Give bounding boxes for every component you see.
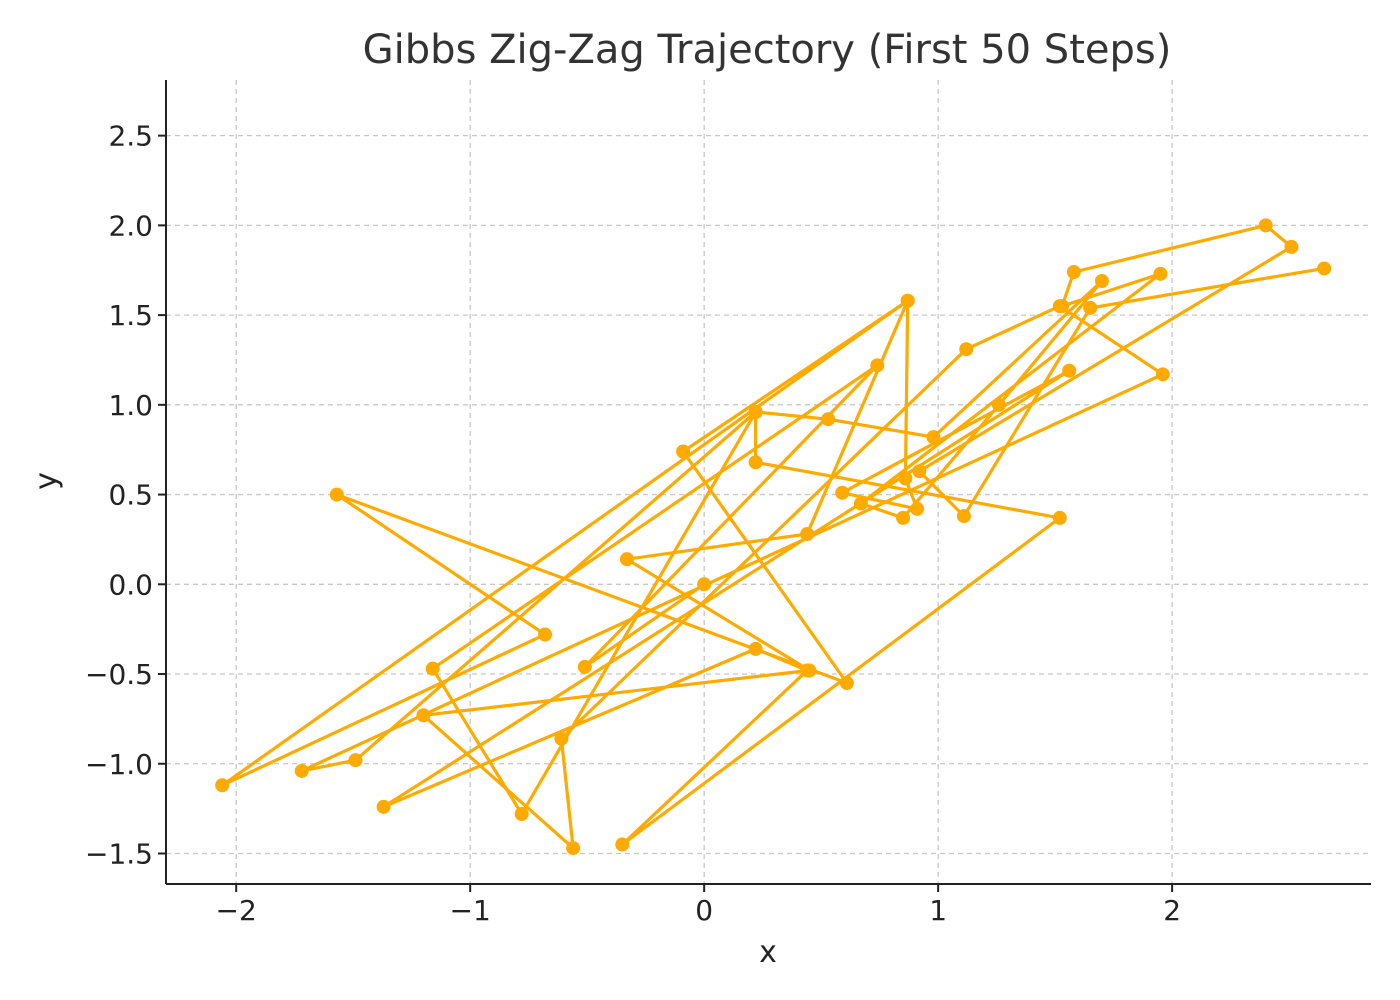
trajectory-point [329, 487, 344, 502]
x-tick-label: −2 [216, 894, 257, 927]
trajectory-point [1155, 367, 1170, 382]
trajectory-point [566, 841, 581, 856]
trajectory-point [1258, 218, 1273, 233]
y-tick-label: 2.0 [108, 209, 153, 242]
x-tick-label: 1 [929, 894, 947, 927]
trajectory-point [348, 753, 363, 768]
trajectory-point [802, 663, 817, 678]
trajectory-point [425, 661, 440, 676]
plot-area [215, 218, 1332, 856]
x-axis-label: x [759, 935, 777, 970]
trajectory-point [1052, 510, 1067, 525]
y-tick-label: −1.0 [85, 748, 153, 781]
trajectory-point [896, 510, 911, 525]
y-tick-label: 2.5 [108, 120, 153, 153]
trajectory-point [821, 412, 836, 427]
trajectory-point [839, 676, 854, 690]
trajectory-point [554, 731, 569, 746]
trajectory-point [294, 763, 309, 778]
trajectory-point [748, 455, 763, 470]
trajectory-point [956, 509, 971, 524]
trajectory-point [910, 501, 925, 516]
trajectory-point [1094, 274, 1109, 288]
trajectory-point [514, 807, 529, 822]
x-tick-label: 0 [695, 894, 713, 927]
trajectory-point [676, 444, 691, 459]
trajectory-point [1055, 299, 1070, 314]
trajectory-point [215, 778, 230, 793]
trajectory-line [220, 223, 1325, 850]
x-tick-label: −1 [450, 894, 491, 927]
y-tick-label: 0.0 [108, 568, 153, 601]
trajectory-point [1153, 266, 1168, 281]
y-axis-label: y [29, 472, 64, 490]
trajectory-point [926, 430, 941, 445]
y-tick-label: −1.5 [85, 837, 153, 870]
trajectory-point [853, 496, 868, 511]
trajectory-point [800, 527, 815, 542]
trajectory-point [577, 659, 592, 674]
trajectory-point [748, 641, 763, 656]
y-tick-label: 1.5 [108, 299, 153, 332]
grid-lines [166, 80, 1371, 884]
trajectory-point [376, 799, 391, 814]
trajectory-point [898, 471, 913, 486]
trajectory-point [615, 837, 630, 852]
trajectory-point [1317, 261, 1332, 276]
chart-title: Gibbs Zig-Zag Trajectory (First 50 Steps… [363, 27, 1172, 73]
trajectory-point [912, 464, 927, 479]
trajectory-point [538, 627, 553, 642]
trajectory-point [619, 552, 634, 567]
trajectory-point [1284, 239, 1299, 254]
trajectory-point [1083, 300, 1098, 315]
trajectory-point [835, 485, 850, 500]
trajectory-point [870, 358, 885, 373]
axis-ticks: −2 −1 0 1 2 −1.5 −1.0 −0.5 0.0 0.5 1.0 1.5 2.0 2.5 [85, 120, 1181, 927]
y-tick-label: 1.0 [108, 389, 153, 422]
trajectory-point [900, 293, 915, 308]
trajectory-point [697, 577, 712, 592]
trajectory-point [416, 708, 431, 723]
trajectory-point [748, 405, 763, 420]
y-tick-label: 0.5 [108, 479, 153, 512]
trajectory-point [991, 397, 1006, 412]
x-tick-label: 2 [1163, 894, 1181, 927]
trajectory-point [1062, 363, 1077, 378]
trajectory-point [1066, 265, 1081, 280]
trajectory-point [959, 342, 974, 357]
y-tick-label: −0.5 [85, 658, 153, 691]
